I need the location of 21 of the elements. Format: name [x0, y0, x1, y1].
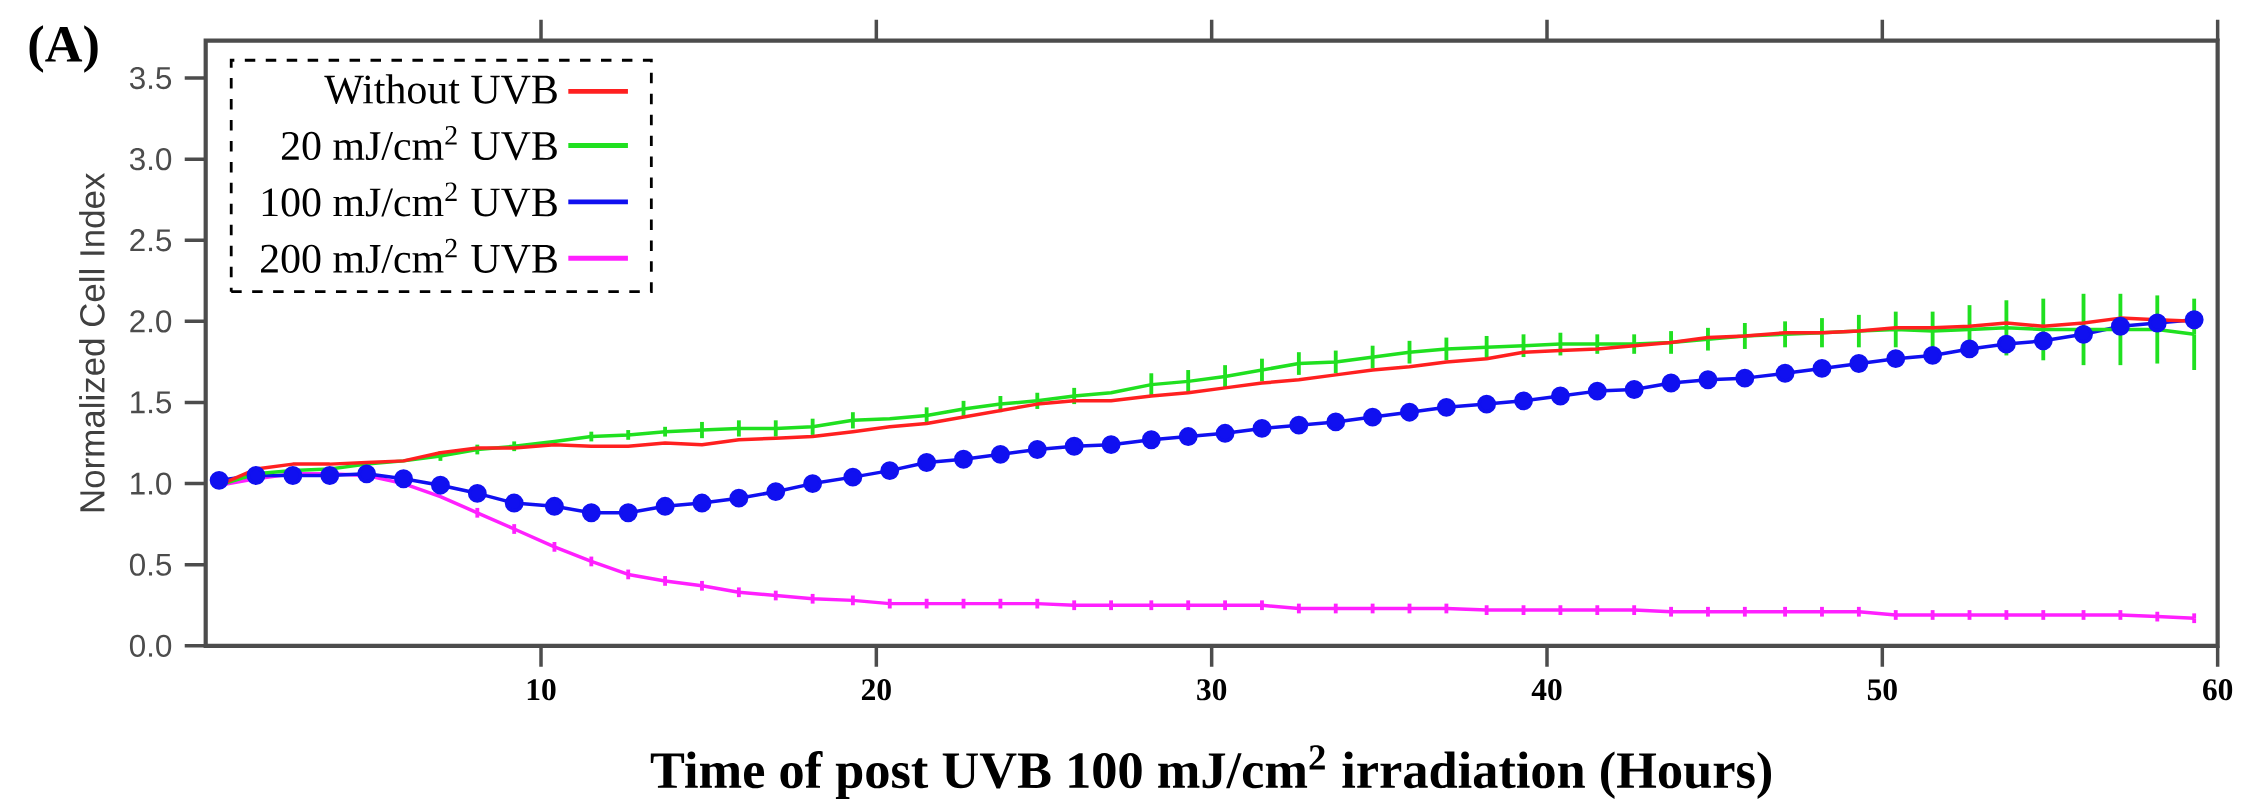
x-tick-label: 50 [1867, 679, 1897, 701]
legend-label: Without UVB [324, 74, 557, 105]
text: (A) [29, 25, 98, 73]
x-axis-title: Time of post UVB 100 mJ/cm$^{2}$ irradiation (Hours) [650, 745, 1771, 800]
y-tick-label: 3.5 [129, 67, 172, 90]
y-tick-label: 1.5 [131, 391, 172, 414]
legend-label: 200 mJ/cm$^{2}$ UVB [261, 239, 557, 274]
y-axis-title: Normalized Cell Index [79, 173, 105, 512]
x-tick-label: 40 [1531, 679, 1562, 701]
x-tick-label: 10 [527, 679, 556, 701]
y-tick-label: 2.0 [130, 310, 172, 333]
y-tick-label: 0.0 [129, 634, 172, 658]
x-tick-label: 30 [1197, 679, 1227, 701]
y-tick-label: 1.0 [131, 472, 172, 495]
legend-label: 100 mJ/cm$^{2}$ UVB [262, 182, 557, 217]
y-tick-label: 2.5 [130, 229, 172, 252]
y-tick-label: 3.0 [129, 148, 172, 171]
legend-label: 20 mJ/cm$^{2}$ UVB [281, 126, 557, 161]
x-tick-label: 20 [861, 679, 891, 701]
y-tick-label: 0.5 [129, 553, 172, 577]
x-tick-label: 60 [2203, 679, 2233, 701]
